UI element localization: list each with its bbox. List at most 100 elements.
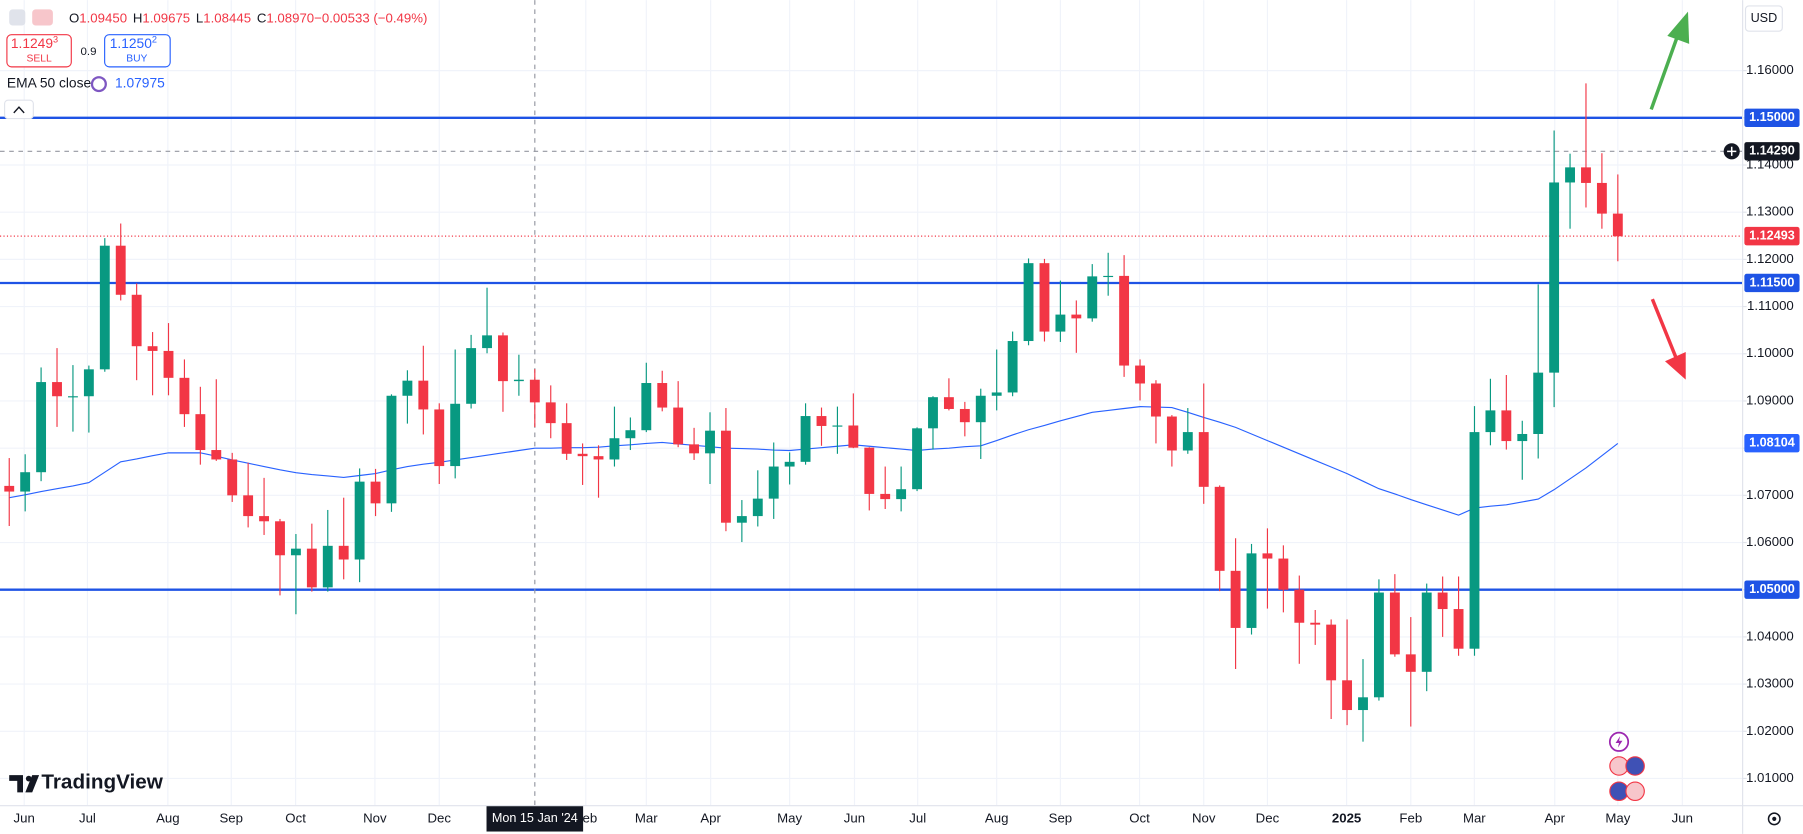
y-tick-label: 1.09000 [1746, 392, 1794, 407]
spread: 0.9 [81, 46, 97, 58]
candle-body [912, 428, 922, 490]
x-tick-label: Nov [1192, 810, 1216, 825]
ohlc-value: 1.08445 [203, 10, 251, 25]
x-tick-label: Dec [1256, 810, 1280, 825]
candle-body [83, 369, 94, 397]
candle-body [513, 379, 524, 382]
candle-body [1023, 263, 1034, 342]
currency: USD [1751, 11, 1778, 25]
candle-body [131, 294, 142, 347]
x-tick-label: Sep [1049, 810, 1073, 825]
candle-body [1135, 365, 1145, 384]
ohlc-value: 1.08970 [266, 10, 314, 25]
sell-button[interactable]: 1.12493 SELL [6, 34, 72, 68]
candle-body [1103, 275, 1114, 278]
candle-body [1214, 486, 1225, 571]
candle-body [338, 545, 349, 560]
candle-body [800, 416, 811, 462]
candle-body [673, 407, 684, 445]
candle-body [1294, 589, 1305, 623]
symbol-icon[interactable] [9, 9, 26, 26]
candle-body [290, 548, 301, 556]
candle-body [657, 383, 668, 408]
price-label: 1.15000 [1749, 110, 1795, 124]
candle-body [386, 395, 397, 504]
candle-body [784, 461, 795, 467]
candle-body [115, 245, 126, 295]
candle-body [147, 346, 158, 351]
currency-button[interactable]: USD [1744, 5, 1783, 32]
candle-body [625, 430, 636, 439]
candle-body [1278, 558, 1289, 590]
ohlc-value: 1.09675 [142, 10, 190, 25]
collapse-button[interactable] [4, 99, 34, 120]
candle-body [1389, 592, 1400, 655]
candle-body [1612, 213, 1623, 237]
candle-body [1517, 433, 1528, 442]
candle-body [68, 396, 78, 398]
ohlc-key: L [196, 10, 203, 25]
settings-icon[interactable] [1767, 812, 1781, 826]
candle-body [1039, 263, 1050, 332]
candle-body [705, 430, 715, 454]
y-tick-label: 1.10000 [1746, 345, 1794, 360]
candle-body [1373, 592, 1384, 698]
candle-body [720, 430, 731, 523]
buy-label: BUY [126, 54, 147, 65]
candle-body [434, 409, 445, 467]
price-label-box [1744, 434, 1800, 453]
candle-body [402, 380, 413, 396]
ohlc-key: O [69, 10, 79, 25]
buy-button[interactable]: 1.12502 BUY [104, 34, 171, 68]
candle-body [864, 447, 875, 494]
crosshair-x-box [486, 806, 584, 832]
svg-text:1.12493: 1.12493 [11, 35, 58, 51]
candle-body [959, 408, 970, 423]
candle-body [736, 516, 747, 523]
candle-body [928, 397, 938, 429]
ohlc-value: 1.09450 [79, 10, 127, 25]
candle-body [163, 350, 174, 378]
x-tick-label: Jul [909, 810, 926, 825]
x-tick-label: Oct [1129, 810, 1150, 825]
sell-price: 1.1249 [11, 36, 53, 51]
candle-body [1007, 341, 1018, 393]
candle-body [52, 382, 62, 397]
x-tick-label: Aug [985, 810, 1009, 825]
price-label: 1.08104 [1749, 436, 1795, 450]
candle-body [1581, 167, 1591, 183]
event-icons[interactable] [1608, 731, 1645, 802]
candle-body [322, 545, 333, 588]
candle-body [943, 397, 954, 409]
candle-body [1198, 432, 1209, 487]
candle-body [1262, 553, 1273, 559]
compare-icon[interactable] [32, 9, 53, 26]
ohlc-legend: O1.09450 H1.09675 L1.08445 C1.08970−0.00533… [69, 10, 427, 25]
red-arrow [1650, 298, 1686, 380]
y-tick-label: 1.16000 [1746, 62, 1794, 77]
candle-body [991, 392, 1002, 396]
x-tick-label: Feb [1399, 810, 1422, 825]
buy-price: 1.1250 [110, 36, 152, 51]
x-tick-label: May [777, 810, 802, 825]
ema-settings-icon[interactable] [90, 76, 107, 93]
candle-body [450, 403, 461, 467]
ema-legend-name: EMA 50 close [7, 76, 92, 91]
price-label-box [1744, 108, 1800, 128]
candle-body [1421, 592, 1432, 672]
candle-body [609, 438, 620, 460]
candle-body [689, 444, 700, 454]
candle-body [1182, 432, 1193, 451]
ohlc-value: −0.00533 (−0.49%) [314, 10, 427, 25]
buy-price-sup: 2 [152, 35, 157, 45]
candle-body [561, 423, 572, 454]
candle-body [896, 489, 907, 500]
watermark: TradingView [41, 771, 163, 794]
candle-body [768, 466, 779, 499]
candle-body [275, 521, 285, 556]
price-label: 1.05000 [1749, 582, 1795, 596]
candle-body [306, 548, 317, 588]
crosshair-plus-sign [1727, 146, 1737, 156]
